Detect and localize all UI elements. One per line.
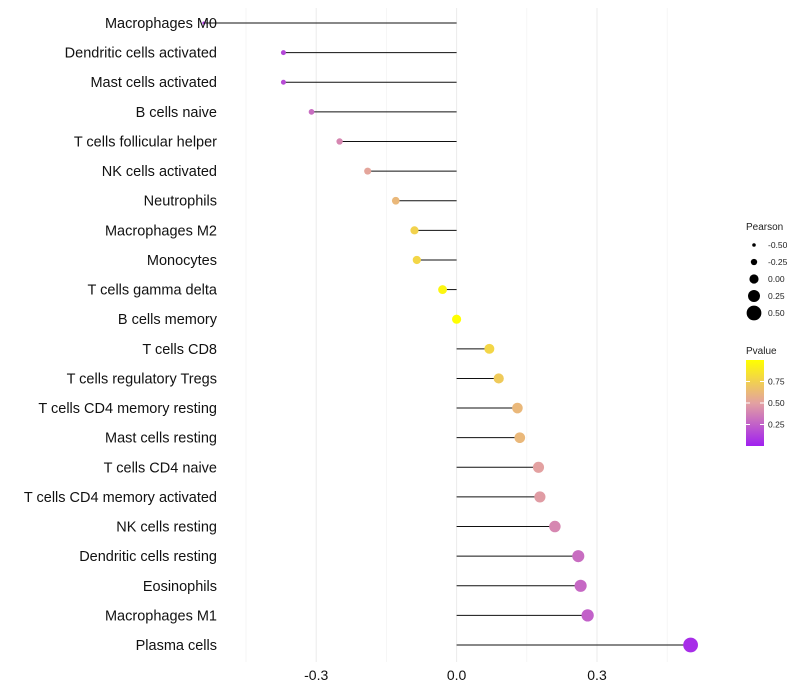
category-label: NK cells activated	[102, 164, 217, 180]
category-label: T cells gamma delta	[88, 283, 218, 299]
category-label: T cells regulatory Tregs	[67, 371, 217, 387]
pvalue-legend-title: Pvalue	[746, 346, 777, 357]
lollipop-point	[514, 432, 526, 444]
lollipop-point	[202, 21, 206, 25]
x-axis-tick-labels: -0.3 0.0 0.3	[304, 667, 607, 683]
category-label: Monocytes	[147, 253, 217, 269]
category-label: Plasma cells	[136, 638, 217, 654]
pearson-legend-key	[748, 290, 760, 302]
lollipop-point	[410, 226, 419, 235]
lollipop-point	[280, 50, 286, 56]
lollipop-point	[280, 79, 286, 85]
pearson-legend-label: -0.25	[768, 257, 788, 267]
pearson-legend-key	[752, 243, 756, 247]
lollipop-stems	[203, 22, 691, 646]
lollipop-point	[572, 550, 585, 563]
lollipop-points	[202, 21, 698, 653]
category-label: Mast cells activated	[90, 75, 217, 91]
category-label: T cells CD4 memory activated	[24, 490, 217, 506]
pearson-legend-key	[750, 258, 758, 266]
category-label: T cells follicular helper	[74, 134, 217, 150]
pvalue-colorbar	[746, 360, 764, 446]
lollipop-point	[532, 461, 545, 473]
category-labels: Macrophages M0 Dendritic cells activated M…	[24, 16, 218, 654]
category-label: Macrophages M1	[105, 608, 217, 624]
lollipop-point	[484, 343, 495, 354]
pearson-legend-title: Pearson	[746, 222, 783, 233]
lollipop-point	[581, 609, 594, 622]
pvalue-legend-label: 0.50	[768, 398, 785, 408]
lollipop-point	[452, 314, 462, 324]
pvalue-legend-label: 0.25	[768, 420, 785, 430]
gridlines	[245, 8, 668, 662]
lollipop-point	[412, 255, 421, 265]
lollipop-point	[391, 196, 400, 205]
lollipop-point	[493, 373, 504, 384]
lollipop-point	[683, 637, 698, 653]
category-label: Mast cells resting	[105, 431, 217, 447]
category-label: Eosinophils	[143, 579, 217, 595]
pearson-legend-label: 0.50	[768, 308, 785, 318]
pearson-legend-label: -0.50	[768, 240, 788, 250]
pearson-legend-key	[749, 274, 759, 284]
category-label: T cells CD8	[142, 342, 217, 358]
category-label: NK cells resting	[116, 520, 217, 536]
lollipop-point	[336, 138, 343, 145]
pearson-legend-key	[746, 305, 762, 321]
lollipop-point	[364, 167, 372, 175]
category-label: B cells memory	[118, 312, 218, 328]
lollipop-point	[512, 402, 523, 414]
pearson-size-legend: Pearson -0.50 -0.25 0.00 0.25 0.50	[746, 222, 788, 321]
category-label: Macrophages M0	[105, 16, 217, 32]
x-tick-label: -0.3	[304, 667, 328, 683]
category-label: B cells naive	[136, 105, 217, 121]
x-tick-label: 0.3	[587, 667, 607, 683]
pvalue-color-legend: Pvalue 0.75 0.50 0.25	[746, 346, 785, 446]
x-tick-label: 0.0	[447, 667, 467, 683]
pvalue-legend-label: 0.75	[768, 377, 785, 387]
lollipop-point	[308, 109, 315, 115]
lollipop-point	[438, 285, 447, 294]
lollipop-point	[574, 579, 587, 592]
lollipop-point	[534, 491, 546, 503]
category-label: T cells CD4 memory resting	[38, 401, 217, 417]
pearson-legend-label: 0.25	[768, 291, 785, 301]
category-label: Dendritic cells activated	[65, 46, 217, 62]
category-label: Dendritic cells resting	[79, 549, 217, 565]
lollipop-point	[549, 520, 561, 533]
category-label: Macrophages M2	[105, 223, 217, 239]
category-label: T cells CD4 naive	[104, 460, 217, 476]
category-label: Neutrophils	[144, 194, 217, 210]
pearson-legend-label: 0.00	[768, 274, 785, 284]
